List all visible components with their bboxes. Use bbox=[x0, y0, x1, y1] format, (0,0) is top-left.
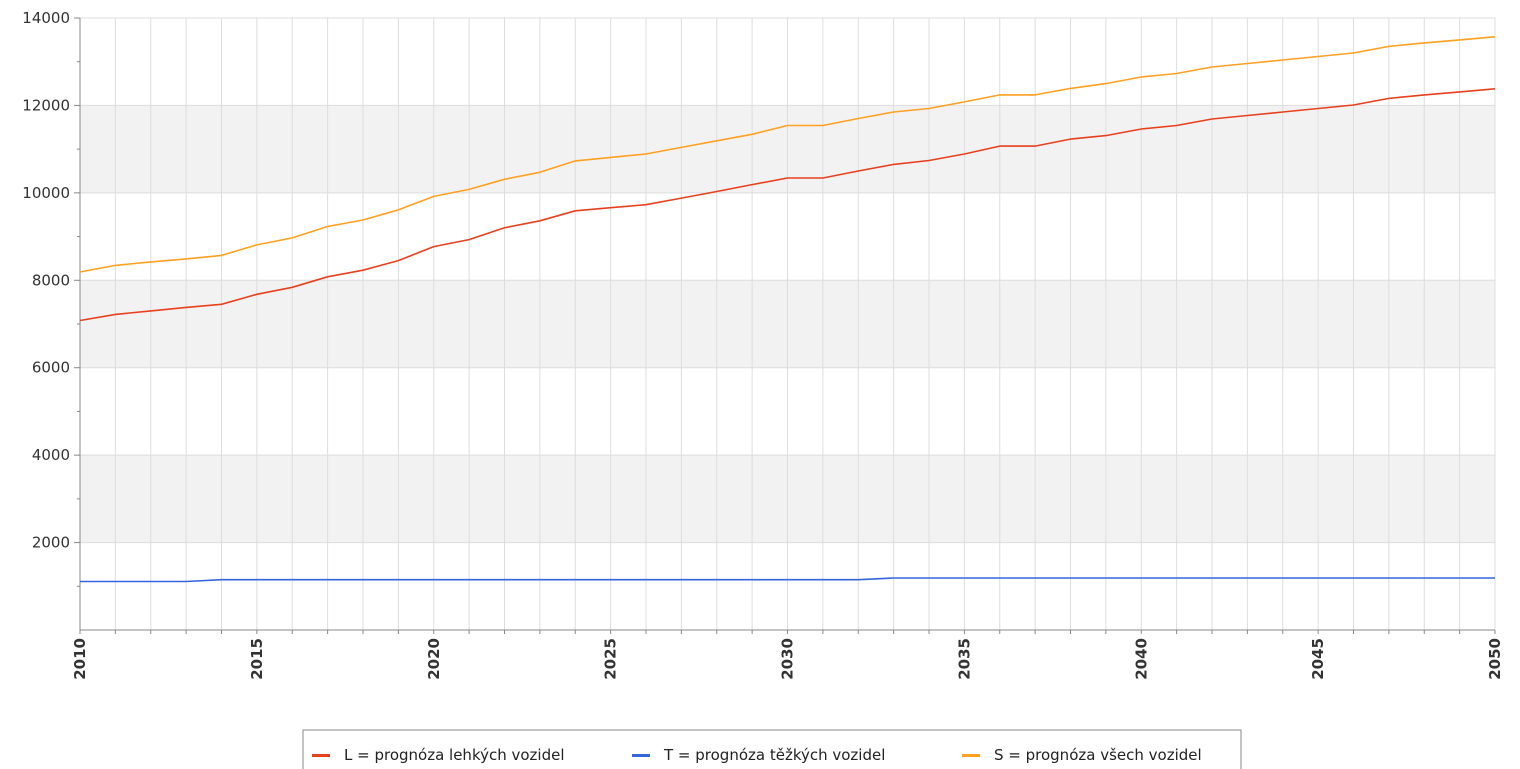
vertical-gridlines bbox=[79, 18, 1496, 630]
y-tick-label: 4000 bbox=[32, 446, 70, 464]
x-axis-ticks: 2010 2015 2020 2025 2030 2035 2040 2045 2050 bbox=[71, 630, 1504, 680]
y-tick-label: 12000 bbox=[22, 96, 70, 114]
y-tick-label: 2000 bbox=[32, 534, 70, 552]
x-tick-label: 2050 bbox=[1486, 638, 1504, 680]
series-lines bbox=[79, 36, 1496, 583]
legend-swatch bbox=[312, 754, 330, 757]
x-tick-label: 2010 bbox=[71, 638, 89, 680]
y-tick-label: 10000 bbox=[22, 184, 70, 202]
legend-box bbox=[302, 729, 1242, 769]
x-tick-label: 2035 bbox=[955, 638, 973, 680]
x-tick-label: 2020 bbox=[425, 638, 443, 680]
x-tick-label: 2040 bbox=[1132, 638, 1150, 680]
x-tick-label: 2030 bbox=[779, 638, 797, 680]
legend-label: T = prognóza těžkých vozidel bbox=[663, 746, 885, 764]
series-line bbox=[79, 36, 1496, 273]
x-tick-label: 2015 bbox=[248, 638, 266, 680]
legend: L = prognóza lehkých vozidel T = prognóza… bbox=[302, 729, 1242, 769]
y-tick-label: 14000 bbox=[22, 9, 70, 27]
y-tick-label: 6000 bbox=[32, 359, 70, 377]
legend-label: S = prognóza všech vozidel bbox=[994, 746, 1202, 764]
x-tick-label: 2045 bbox=[1309, 638, 1327, 680]
legend-swatch bbox=[962, 754, 980, 757]
legend-swatch bbox=[632, 754, 650, 757]
series-line bbox=[80, 577, 1495, 583]
x-tick-label: 2025 bbox=[602, 638, 620, 680]
legend-label: L = prognóza lehkých vozidel bbox=[344, 746, 565, 764]
series-line bbox=[79, 88, 1496, 322]
horizontal-gridlines bbox=[80, 17, 1495, 544]
y-axis-ticks: 2000 4000 6000 8000 10000 12000 14000 bbox=[22, 9, 80, 587]
y-tick-label: 8000 bbox=[32, 271, 70, 289]
